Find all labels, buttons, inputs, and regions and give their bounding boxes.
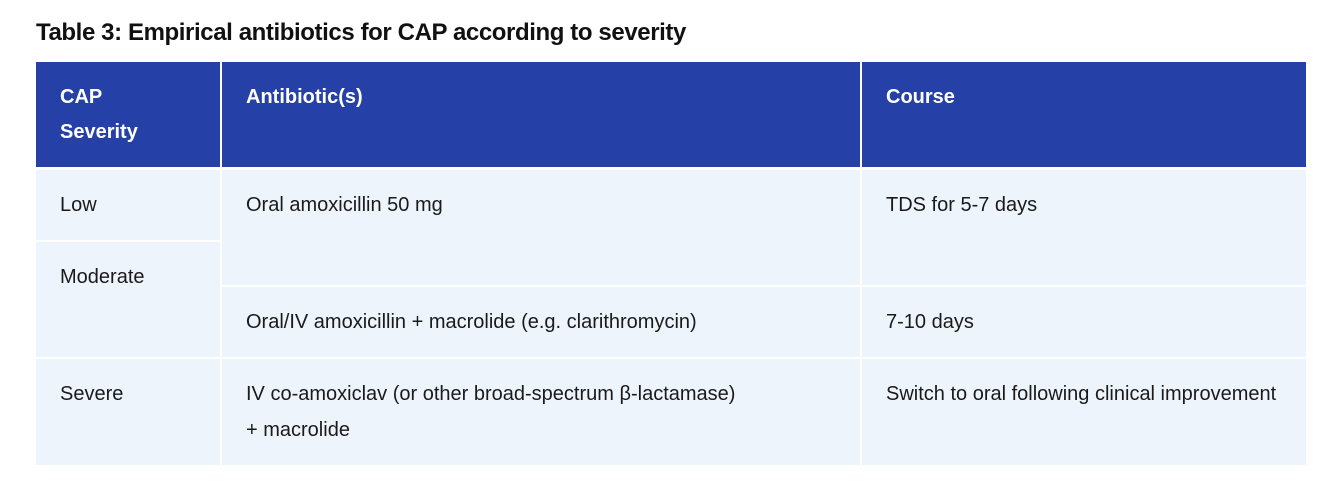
antibiotic-cell: Oral amoxicillin 50 mg <box>222 170 860 285</box>
header-cell: CAP Severity <box>36 62 220 167</box>
antibiotic-cell: IV co-amoxiclav (or other broad-spectrum… <box>222 359 860 465</box>
antibiotic-text: IV co-amoxiclav (or other broad-spectrum… <box>246 383 736 441</box>
header-cell: Antibiotic(s) <box>222 62 860 167</box>
course-cell: Switch to oral following clinical improv… <box>862 359 1306 465</box>
antibiotic-cell: Oral/IV amoxicillin + macrolide (e.g. cl… <box>222 287 860 357</box>
header-cell: Course <box>862 62 1306 167</box>
course-cell: TDS for 5-7 days <box>862 170 1306 285</box>
severity-cell: Moderate <box>36 242 220 357</box>
table-title: Table 3: Empirical antibiotics for CAP a… <box>36 19 686 46</box>
course-cell: 7-10 days <box>862 287 1306 357</box>
severity-cell: Severe <box>36 359 220 465</box>
severity-cell: Low <box>36 170 220 240</box>
